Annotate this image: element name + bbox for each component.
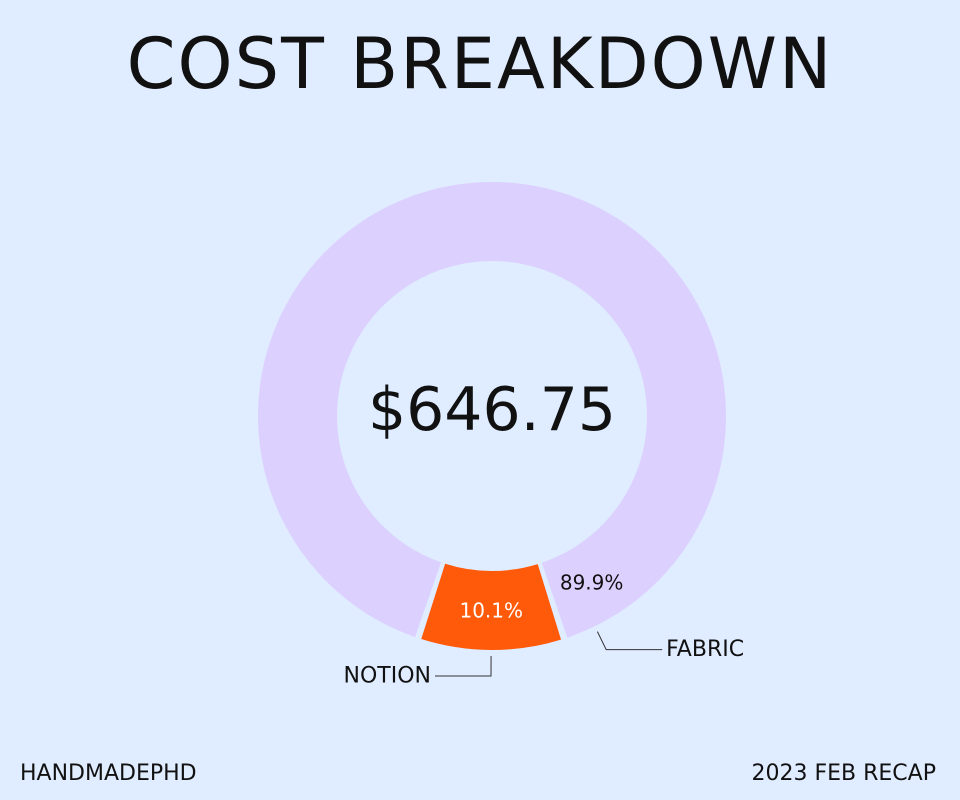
slice-notion — [421, 563, 562, 650]
value-label-notion: 10.1% — [459, 598, 523, 622]
category-label-fabric: FABRIC — [666, 637, 744, 662]
leader-line-fabric — [596, 631, 663, 651]
value-label-fabric: 89.9% — [560, 570, 624, 594]
footer-period: 2023 FEB RECAP — [751, 761, 937, 786]
chart-title: COST BREAKDOWN — [126, 23, 834, 105]
footer-brand: HANDMADEPHD — [20, 761, 197, 786]
leader-line-notion — [435, 655, 492, 677]
category-label-notion: NOTION — [344, 663, 431, 688]
center-total: $646.75 — [368, 375, 616, 445]
slice-fabric — [258, 182, 727, 638]
